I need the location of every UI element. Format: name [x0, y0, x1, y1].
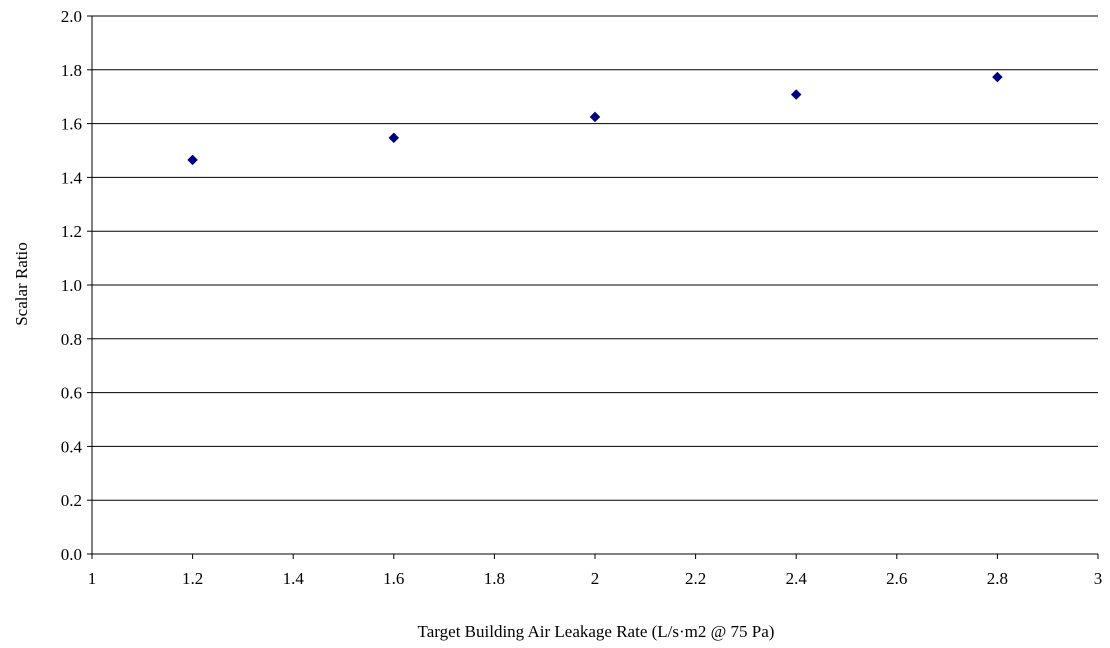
data-point — [790, 89, 802, 100]
tick-marks — [87, 15, 1099, 559]
data-points — [187, 71, 1003, 166]
data-point — [589, 111, 601, 123]
x-tick-label: 3 — [1094, 569, 1103, 588]
y-tick-label: 1.2 — [61, 222, 82, 241]
data-point — [388, 132, 400, 144]
x-tick-label: 1 — [88, 569, 97, 588]
x-tick-label: 1.8 — [484, 569, 505, 588]
x-tick-label: 2.2 — [685, 569, 706, 588]
y-tick-label: 0.6 — [61, 384, 82, 403]
x-tick-label: 1.4 — [283, 569, 305, 588]
x-tick-label: 2.6 — [886, 569, 907, 588]
data-point — [187, 154, 198, 166]
y-tick-label: 1.4 — [61, 168, 83, 187]
gridlines — [92, 15, 1098, 501]
x-tick-label: 1.2 — [182, 569, 203, 588]
y-axis-title: Scalar Ratio — [12, 242, 31, 326]
y-tick-label: 0.2 — [61, 491, 82, 510]
y-tick-label: 0.8 — [61, 330, 82, 349]
data-point — [992, 71, 1003, 83]
y-tick-label: 1.6 — [61, 115, 82, 134]
y-tick-label: 1.8 — [61, 61, 82, 80]
y-tick-label: 1.0 — [61, 276, 82, 295]
y-tick-label: 2.0 — [61, 7, 82, 26]
tick-labels: 0.0 0.2 0.4 0.6 0.8 1.0 1.2 1.4 1.6 1.8 2.0 1 1.2 1.4… — [61, 7, 1103, 588]
x-axis-title: Target Building Air Leakage Rate (L/s·m2… — [418, 622, 775, 641]
x-tick-label: 1.6 — [383, 569, 404, 588]
x-tick-label: 2.4 — [786, 569, 808, 588]
x-tick-label: 2.8 — [987, 569, 1008, 588]
y-tick-label: 0.0 — [61, 545, 82, 564]
y-tick-label: 0.4 — [61, 437, 83, 456]
x-tick-label: 2 — [591, 569, 600, 588]
